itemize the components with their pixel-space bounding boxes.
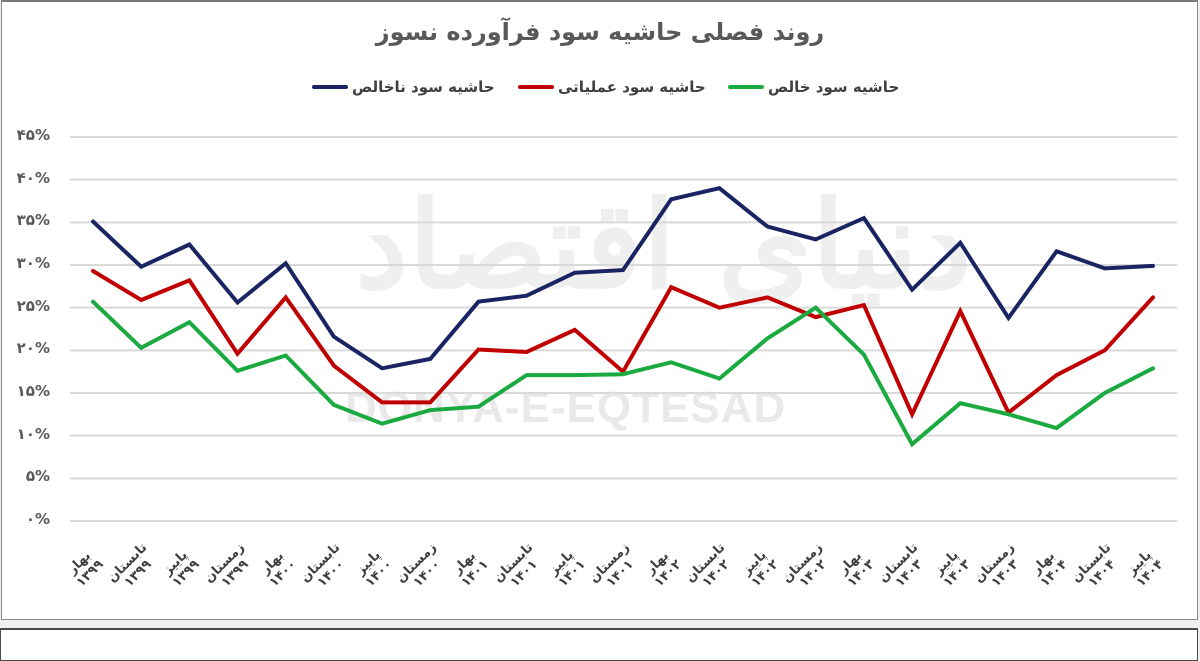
y-tick-label: ۴۰% bbox=[16, 168, 50, 187]
chart-title: روند فصلی حاشیه سود فرآورده نسوز bbox=[375, 18, 825, 46]
series-line bbox=[91, 186, 1155, 371]
legend-item-net-margin: حاشیه سود خالص bbox=[728, 78, 899, 96]
y-tick-label: ۲۰% bbox=[16, 339, 50, 358]
legend-line-icon bbox=[312, 85, 348, 89]
y-tick-label: ۱۵% bbox=[16, 382, 50, 400]
legend-label: حاشیه سود ناخالص bbox=[352, 78, 495, 96]
y-tick-label: ۰% bbox=[25, 510, 50, 528]
legend-line-icon bbox=[518, 85, 554, 89]
y-tick-label: ۳۵% bbox=[16, 211, 50, 230]
watermark-logo-en: DONYA-E-EQTESAD bbox=[345, 383, 787, 432]
legend-item-gross-margin: حاشیه سود ناخالص bbox=[312, 78, 495, 96]
chart-container bbox=[1, 0, 1198, 620]
series-line bbox=[91, 299, 1155, 448]
plot-area bbox=[70, 136, 1177, 522]
y-tick-label: ۴۵% bbox=[16, 126, 50, 144]
y-tick-label: ۱۰% bbox=[16, 424, 50, 443]
y-tick-label: ۳۰% bbox=[16, 254, 50, 272]
series-line bbox=[91, 269, 1155, 420]
legend-line-icon bbox=[728, 85, 764, 89]
y-tick-label: ۲۵% bbox=[16, 296, 50, 315]
legend-item-operating-margin: حاشیه سود عملیاتی bbox=[518, 78, 706, 96]
legend-label: حاشیه سود عملیاتی bbox=[558, 78, 706, 96]
legend-label: حاشیه سود خالص bbox=[768, 78, 900, 96]
watermark-logo-fa: دنیای اقتصاد bbox=[355, 175, 972, 316]
y-tick-label: ۵% bbox=[25, 467, 50, 486]
chart-legend: حاشیه سود ناخالص حاشیه سود عملیاتی حاشیه… bbox=[0, 78, 1200, 100]
